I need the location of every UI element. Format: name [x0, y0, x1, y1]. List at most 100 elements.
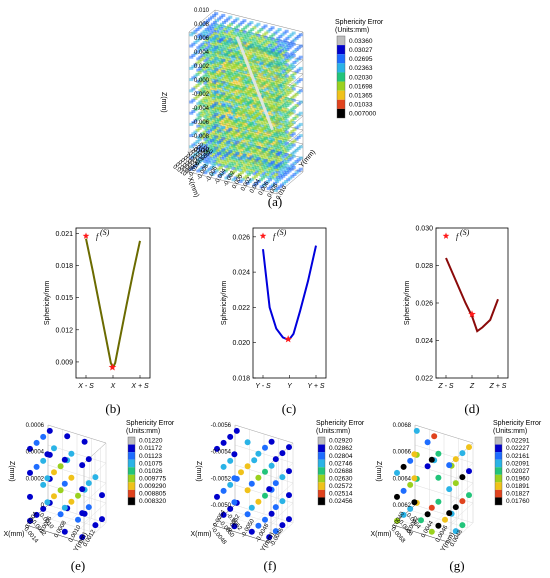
z-axis-label: Z(mm) — [375, 461, 382, 482]
volume-point — [208, 24, 213, 28]
z-tick-label: 0.010 — [194, 8, 210, 14]
volume-point — [265, 94, 270, 98]
volume-point — [289, 78, 294, 82]
volume-point — [232, 135, 237, 139]
volume-point — [206, 93, 211, 97]
volume-point — [215, 41, 220, 45]
volume-point — [261, 115, 266, 119]
volume-point — [218, 154, 223, 158]
volume-point — [202, 130, 207, 134]
volume-point — [286, 155, 291, 159]
volume-point — [271, 111, 276, 115]
volume-point — [280, 134, 285, 138]
colorbar-label: 0.009775 — [139, 475, 166, 482]
volume-point — [203, 110, 208, 114]
volume-point — [275, 112, 280, 116]
volume-point — [281, 85, 286, 89]
volume-point — [234, 115, 239, 119]
volume-point — [251, 131, 256, 135]
volume-point — [267, 137, 272, 141]
volume-point — [263, 141, 268, 145]
volume-point — [255, 165, 260, 169]
colorbar-swatch — [318, 489, 325, 498]
volume-point — [264, 154, 269, 158]
volume-point — [232, 128, 236, 132]
volume-point — [203, 132, 208, 136]
volume-point — [260, 154, 265, 158]
volume-point — [218, 76, 223, 80]
volume-point — [292, 105, 297, 109]
volume-point — [224, 176, 229, 180]
volume-point — [249, 20, 254, 24]
volume-point — [272, 69, 277, 73]
scatter-point — [272, 456, 279, 463]
volume-point — [277, 128, 282, 132]
volume-point — [281, 40, 286, 44]
volume-point — [203, 43, 208, 47]
volume-point — [198, 145, 203, 149]
volume-point — [238, 112, 243, 116]
volume-point — [234, 89, 239, 93]
volume-point — [269, 113, 274, 117]
colorbar-label: 0.02695 — [349, 56, 373, 63]
volume-point — [227, 98, 232, 102]
panel-f: -0.0056-0.0054-0.0052-0.0050-0.0052-0.00… — [191, 420, 365, 573]
volume-point — [212, 110, 217, 114]
volume-point — [241, 135, 246, 139]
volume-point — [222, 76, 227, 80]
volume-point — [225, 134, 230, 138]
volume-point — [221, 125, 226, 129]
volume-point — [207, 167, 212, 171]
volume-point — [223, 35, 228, 39]
volume-point — [267, 70, 272, 74]
volume-point — [254, 35, 259, 39]
volume-point — [203, 137, 208, 141]
volume-point — [276, 59, 281, 63]
volume-point — [235, 163, 240, 167]
volume-point — [244, 96, 249, 100]
volume-point — [213, 128, 218, 132]
volume-point — [236, 121, 241, 125]
volume-point — [268, 162, 273, 166]
volume-point — [271, 122, 276, 126]
volume-point — [278, 68, 283, 72]
volume-point — [246, 172, 251, 176]
volume-point — [256, 139, 260, 143]
volume-point — [239, 160, 244, 164]
volume-point — [251, 57, 256, 61]
volume-point — [231, 20, 236, 24]
volume-point — [240, 88, 245, 92]
volume-point — [265, 150, 270, 154]
scatter-point — [244, 487, 251, 494]
volume-point — [283, 172, 288, 176]
volume-point — [253, 141, 258, 145]
volume-point — [259, 128, 264, 132]
volume-point — [212, 92, 217, 96]
volume-point — [224, 86, 229, 90]
volume-point — [227, 31, 232, 35]
volume-point — [206, 149, 211, 153]
volume-point — [265, 49, 270, 53]
volume-point — [209, 109, 214, 113]
volume-point — [275, 135, 280, 139]
volume-point — [254, 181, 259, 185]
volume-point — [246, 60, 251, 64]
colorbar-label: 0.008320 — [139, 498, 166, 505]
volume-point — [246, 87, 251, 91]
grid-line — [450, 522, 474, 544]
volume-point — [279, 42, 284, 46]
volume-point — [224, 93, 229, 97]
volume-point — [275, 108, 280, 112]
volume-point — [261, 183, 266, 187]
volume-point — [219, 138, 224, 142]
volume-point — [197, 59, 202, 63]
volume-point — [220, 112, 224, 116]
volume-point — [272, 114, 277, 118]
z-ticks: 0.0100.0080.0060.0040.0020.000-0.002-0.0… — [192, 8, 210, 154]
volume-point — [283, 83, 288, 87]
volume-point — [284, 90, 289, 94]
volume-point — [214, 56, 219, 60]
volume-point — [272, 181, 277, 185]
optimum-marker — [284, 335, 292, 343]
z-tick-label: 0.008 — [194, 22, 210, 28]
